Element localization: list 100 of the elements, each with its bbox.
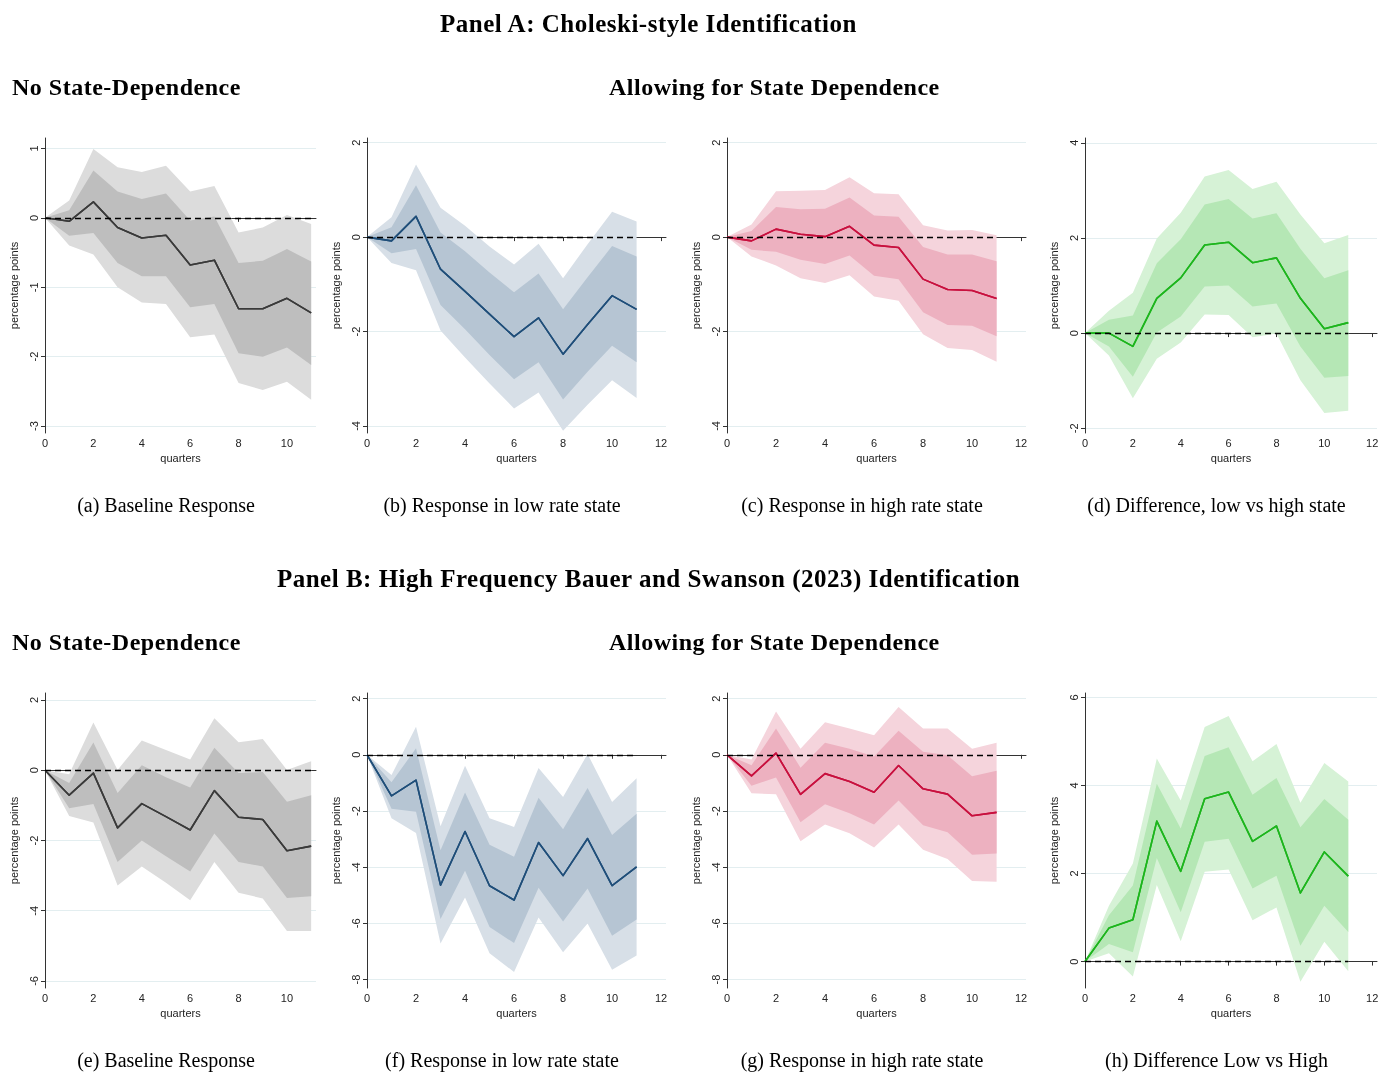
y-tick-label: -4 <box>349 421 362 431</box>
x-tick-label: 2 <box>90 991 97 1004</box>
y-tick-label: 2 <box>709 139 722 146</box>
x-tick-label: 6 <box>187 991 194 1004</box>
x-tick-label: 12 <box>1366 991 1379 1004</box>
x-tick-label: 10 <box>965 991 979 1004</box>
x-tick-label: 4 <box>461 436 469 449</box>
x-tick-label: 10 <box>1318 991 1331 1004</box>
text: (b) Response in low rate state <box>382 494 622 517</box>
text: (f) Response in low rate state <box>384 1049 620 1072</box>
x-tick-label: 12 <box>1366 436 1379 449</box>
y-tick-label: -8 <box>349 974 362 985</box>
x-tick-label: 10 <box>605 991 619 1004</box>
y-tick-label: 4 <box>1067 782 1080 789</box>
x-tick-label: 8 <box>560 436 567 449</box>
y-tick-label: -4 <box>709 421 722 431</box>
x-tick-label: 12 <box>654 991 668 1004</box>
y-axis-title: percentage points <box>689 796 702 885</box>
y-tick-label: -4 <box>349 862 362 873</box>
x-tick-label: 0 <box>1081 436 1089 449</box>
y-tick-label: 1 <box>27 145 40 152</box>
y-axis-title: percentage points <box>1047 796 1060 885</box>
text: Allowing for State Dependence <box>609 74 940 101</box>
y-tick-label: -2 <box>709 326 722 337</box>
y-tick-label: -6 <box>709 918 722 929</box>
x-tick-label: 4 <box>821 991 829 1004</box>
y-tick-label: 0 <box>709 234 722 241</box>
text: (c) Response in high rate state <box>740 494 984 517</box>
y-tick-label: 2 <box>349 695 362 702</box>
y-tick-label: 2 <box>1067 234 1080 241</box>
x-tick-label: 0 <box>363 991 371 1004</box>
y-tick-label: 4 <box>1067 139 1080 146</box>
y-tick-label: -6 <box>27 976 40 986</box>
x-tick-label: 10 <box>1318 436 1331 449</box>
text: Panel B: High Frequency Bauer and Swanson (2023) Identification <box>275 565 1022 593</box>
x-tick-label: 6 <box>1225 991 1232 1004</box>
x-tick-label: 0 <box>41 436 49 449</box>
y-axis-title: percentage points <box>1047 241 1060 330</box>
x-tick-label: 6 <box>510 991 518 1004</box>
y-tick-label: 2 <box>349 139 362 146</box>
x-tick-label: 8 <box>235 991 242 1004</box>
x-tick-label: 0 <box>723 991 731 1004</box>
text: (a) Baseline Response <box>76 494 256 517</box>
y-tick-label: 0 <box>1067 330 1080 337</box>
y-tick-label: 2 <box>27 696 40 704</box>
y-tick-label: -2 <box>709 806 722 816</box>
y-axis-title: percentage points <box>7 241 20 330</box>
x-tick-label: 10 <box>280 436 294 449</box>
x-axis-title: quarters <box>496 452 538 465</box>
y-tick-label: -3 <box>27 421 40 431</box>
y-axis-title: percentage points <box>689 241 702 330</box>
x-tick-label: 4 <box>1177 991 1184 1004</box>
x-tick-label: 2 <box>772 436 780 449</box>
y-tick-label: 0 <box>349 751 362 758</box>
x-tick-label: 10 <box>965 436 979 449</box>
x-tick-label: 4 <box>461 991 469 1004</box>
x-tick-label: 2 <box>772 991 780 1004</box>
y-tick-label: -2 <box>27 835 40 846</box>
x-tick-label: 8 <box>920 436 927 449</box>
x-tick-label: 2 <box>412 436 420 449</box>
x-tick-label: 6 <box>870 436 878 449</box>
x-tick-label: 2 <box>1129 991 1136 1004</box>
y-tick-label: 0 <box>349 234 362 241</box>
x-tick-label: 0 <box>723 436 731 449</box>
x-axis-title: quarters <box>1210 1007 1252 1020</box>
x-axis-title: quarters <box>496 1007 538 1020</box>
y-tick-label: -6 <box>349 918 362 929</box>
x-tick-label: 6 <box>870 991 878 1004</box>
y-tick-label: -2 <box>349 806 362 816</box>
x-tick-label: 12 <box>1014 436 1028 449</box>
x-tick-label: 12 <box>654 436 668 449</box>
x-axis-title: quarters <box>160 1007 202 1020</box>
x-tick-label: 4 <box>1177 436 1184 449</box>
x-axis-title: quarters <box>1210 452 1252 465</box>
x-tick-label: 8 <box>560 991 567 1004</box>
y-tick-label: -4 <box>27 905 40 916</box>
x-axis-title: quarters <box>856 1007 898 1020</box>
y-axis-title: percentage points <box>329 796 342 885</box>
x-tick-label: 2 <box>412 991 420 1004</box>
text: (g) Response in high rate state <box>739 1049 985 1072</box>
y-tick-label: -2 <box>349 326 362 337</box>
y-axis-title: percentage points <box>7 796 20 885</box>
x-tick-label: 10 <box>280 991 294 1004</box>
y-tick-label: 6 <box>1067 694 1080 701</box>
x-tick-label: 4 <box>138 436 145 449</box>
x-tick-label: 6 <box>187 436 194 449</box>
y-tick-label: -2 <box>27 351 40 362</box>
text: No State-Dependence <box>12 74 241 101</box>
x-tick-label: 0 <box>1081 991 1089 1004</box>
text: Allowing for State Dependence <box>609 629 940 656</box>
text: (e) Baseline Response <box>76 1049 256 1072</box>
y-tick-label: 0 <box>27 214 40 221</box>
y-tick-label: -4 <box>709 862 722 873</box>
x-tick-label: 0 <box>363 436 371 449</box>
x-tick-label: 4 <box>138 991 145 1004</box>
x-tick-label: 2 <box>1129 436 1136 449</box>
text: Panel A: Choleski-style Identification <box>439 10 858 38</box>
x-tick-label: 6 <box>1225 436 1232 449</box>
text: (d) Difference, low vs high state <box>1086 494 1347 517</box>
text: No State-Dependence <box>12 629 241 656</box>
